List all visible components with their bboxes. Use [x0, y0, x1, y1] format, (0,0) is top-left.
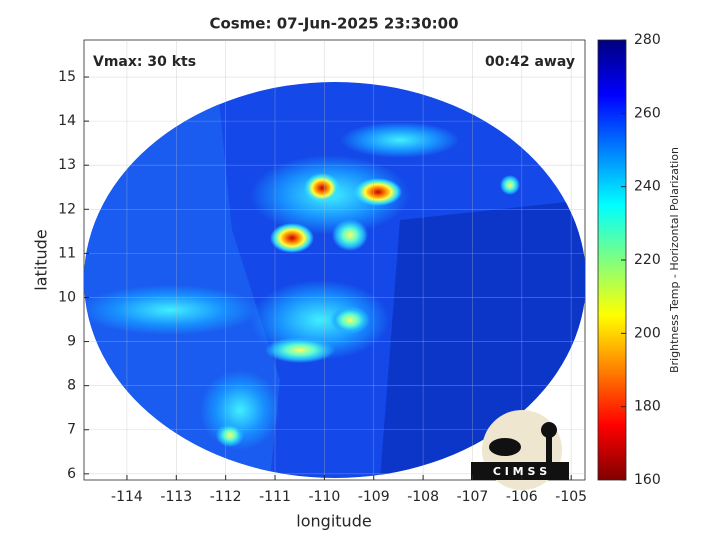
- colorbar-tick-label: 220: [634, 252, 661, 268]
- y-tick-label: 9: [67, 334, 76, 350]
- y-tick-label: 10: [58, 289, 76, 305]
- x-tick-label: -111: [259, 489, 291, 505]
- colorbar-tick-label: 180: [634, 399, 661, 415]
- y-tick-label: 12: [58, 201, 76, 217]
- colorbar-tick-label: 240: [634, 179, 661, 195]
- x-tick-label: -105: [555, 489, 587, 505]
- y-tick-label: 13: [58, 157, 76, 173]
- x-axis-label: longitude: [296, 512, 371, 531]
- logo-text: C I M S S: [493, 465, 547, 478]
- logo: C I M S S: [471, 410, 569, 490]
- y-axis-label: latitude: [32, 229, 51, 290]
- y-tick-label: 6: [67, 466, 76, 482]
- x-tick-label: -114: [111, 489, 143, 505]
- x-tick-label: -107: [457, 489, 489, 505]
- x-tick-label: -109: [358, 489, 390, 505]
- x-tick-label: -106: [506, 489, 538, 505]
- annotation: Vmax: 30 kts: [93, 54, 196, 70]
- y-tick-label: 14: [58, 113, 76, 129]
- colorbar-tick-label: 160: [634, 472, 661, 488]
- y-tick-label: 15: [58, 69, 76, 85]
- y-tick-label: 7: [67, 422, 76, 438]
- x-tick-label: -108: [407, 489, 439, 505]
- chart-title: Cosme: 07-Jun-2025 23:30:00: [209, 15, 458, 33]
- grid: [84, 40, 585, 480]
- x-tick-label: -110: [308, 489, 340, 505]
- annotation: 00:42 away: [485, 54, 575, 70]
- colorbar-tick-label: 200: [634, 325, 661, 341]
- colorbar-tick-label: 260: [634, 105, 661, 121]
- x-tick-label: -113: [160, 489, 192, 505]
- x-tick-label: -112: [210, 489, 242, 505]
- colorbar-label: Brightness Temp - Horizontal Polarizatio…: [668, 147, 681, 373]
- y-tick-label: 8: [67, 378, 76, 394]
- colorbar-tick-label: 280: [634, 32, 661, 48]
- y-tick-label: 11: [58, 245, 76, 261]
